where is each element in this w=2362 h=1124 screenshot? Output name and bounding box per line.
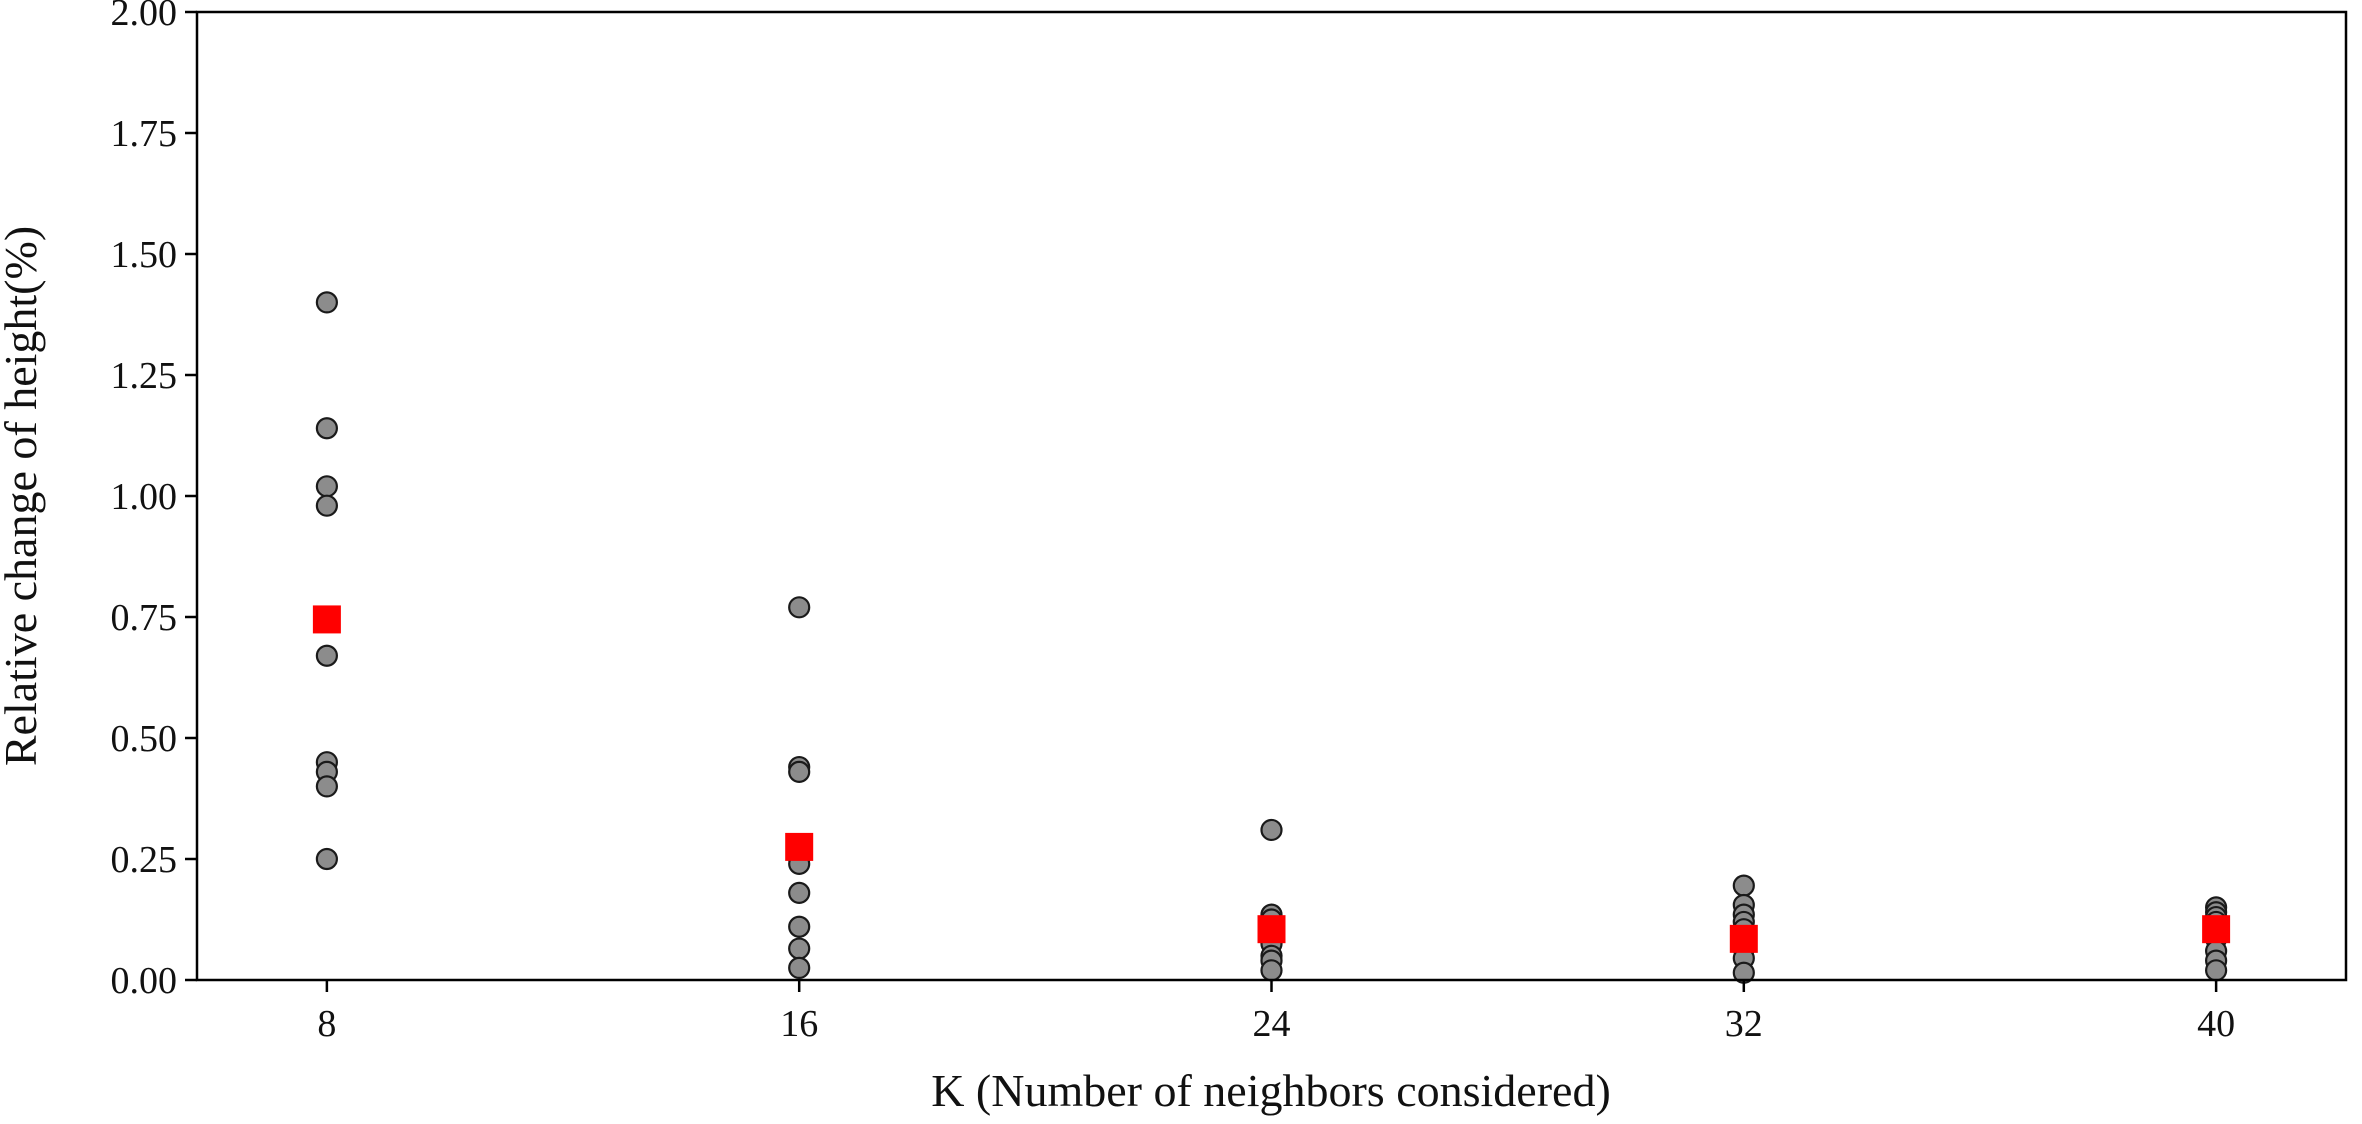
y-tick-label: 1.50 <box>111 234 178 276</box>
data-point <box>788 596 811 619</box>
x-tick-label: 16 <box>780 1003 818 1045</box>
data-point <box>315 417 338 440</box>
y-tick-label: 0.25 <box>111 839 178 881</box>
data-point <box>1260 959 1283 982</box>
data-point <box>315 847 338 871</box>
mean-marker <box>312 605 341 634</box>
data-point <box>315 475 338 498</box>
y-tick-label: 1.25 <box>111 355 178 397</box>
y-axis-label: Relative change of height(%) <box>0 226 46 766</box>
data-point <box>788 956 811 980</box>
x-tick-label: 24 <box>1253 1003 1291 1045</box>
x-tick-label: 40 <box>2197 1003 2235 1045</box>
data-point <box>315 291 338 314</box>
y-tick-label: 0.75 <box>111 597 178 639</box>
data-point <box>1732 874 1755 897</box>
y-axis: 0.00 0.25 0.50 0.75 1.00 1.25 1.50 1.75 2.00 <box>111 0 197 1002</box>
x-axis-label: K (Number of neighbors considered) <box>931 1065 1611 1116</box>
chart-marks <box>312 291 2231 984</box>
mean-marker <box>1257 915 1286 944</box>
y-tick-label: 0.50 <box>111 718 178 760</box>
data-point <box>315 644 338 667</box>
data-point <box>788 760 811 783</box>
y-tick-label: 0.00 <box>111 960 178 1002</box>
data-point <box>788 881 811 904</box>
data-point <box>2205 959 2228 982</box>
y-tick-label: 1.75 <box>111 113 178 155</box>
x-tick-label: 8 <box>317 1003 336 1045</box>
mean-marker <box>785 832 814 861</box>
data-point <box>315 775 338 798</box>
y-tick-label: 1.00 <box>111 476 178 518</box>
mean-marker <box>1729 924 1758 953</box>
mean-marker <box>2202 915 2231 944</box>
y-tick-label: 2.00 <box>111 0 178 34</box>
x-tick-label: 32 <box>1725 1003 1763 1045</box>
data-point <box>788 915 811 938</box>
data-point <box>1260 818 1283 842</box>
x-axis: 8 16 24 32 40 <box>317 980 2235 1045</box>
data-point <box>315 494 338 517</box>
data-point <box>788 937 811 960</box>
